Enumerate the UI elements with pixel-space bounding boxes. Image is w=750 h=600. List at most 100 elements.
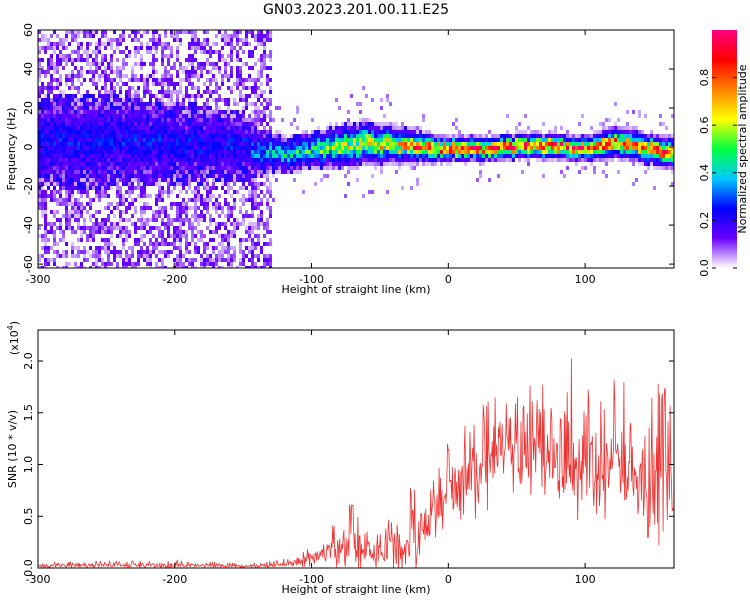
spectrogram-cell [644, 114, 647, 118]
spectrogram-cell [152, 122, 155, 126]
spectrogram-cell [218, 158, 221, 162]
spectrogram-cell [113, 90, 116, 94]
spectrogram-cell [206, 78, 209, 82]
spectrogram-cell [176, 178, 179, 182]
spectrogram-cell [179, 214, 182, 218]
spectrogram-cell [224, 258, 227, 262]
spectrogram-cell [116, 138, 119, 142]
spectrogram-cell [605, 162, 608, 166]
spectrogram-cell [149, 126, 152, 130]
spectrogram-cell [239, 242, 242, 246]
spectrogram-cell [44, 134, 47, 138]
spectrogram-cell [254, 222, 257, 226]
spectrogram-cell [389, 102, 392, 106]
spectrogram-cell [185, 218, 188, 222]
spectrogram-cell [284, 146, 287, 150]
spectrogram-cell [263, 106, 266, 110]
spectrogram-cell [191, 198, 194, 202]
spectrogram-cell [71, 50, 74, 54]
spectrogram-cell [167, 90, 170, 94]
spectrogram-cell [455, 138, 458, 142]
spectrogram-cell [185, 118, 188, 122]
spectrogram-cell [380, 130, 383, 134]
spectrogram-cell [623, 126, 626, 130]
spectrogram-cell [257, 166, 260, 170]
spectrogram-cell [380, 154, 383, 158]
spectrogram-cell [410, 130, 413, 134]
spectrogram-cell [242, 62, 245, 66]
spectrogram-cell [494, 146, 497, 150]
spectrogram-cell [242, 250, 245, 254]
spectrogram-cell [509, 158, 512, 162]
spectrogram-cell [83, 166, 86, 170]
spectrogram-cell [374, 162, 377, 166]
spectrogram-cell [188, 62, 191, 66]
spectrogram-cell [659, 114, 662, 118]
spectrogram-cell [227, 210, 230, 214]
snr-y-scale-exponent: 4 [6, 325, 15, 330]
spectrogram-cell [65, 30, 68, 34]
spectrogram-cell [65, 110, 68, 114]
spectrogram-cell [44, 50, 47, 54]
spectrogram-cell [503, 134, 506, 138]
spectrogram-cell [41, 134, 44, 138]
spectrogram-cell [53, 102, 56, 106]
spectrogram-cell [44, 86, 47, 90]
spectrogram-cell [176, 142, 179, 146]
spectrogram-cell [170, 190, 173, 194]
spectrogram-cell [248, 198, 251, 202]
spectrogram-cell [518, 158, 521, 162]
spectrogram-cell [260, 62, 263, 66]
spectrogram-cell [590, 134, 593, 138]
spectrogram-cell [197, 118, 200, 122]
spectrogram-cell [137, 38, 140, 42]
spectrogram-cell [203, 198, 206, 202]
spectrogram-cell [107, 250, 110, 254]
spectrogram-cell [194, 162, 197, 166]
spectrogram-cell [206, 206, 209, 210]
spectrogram-cell [191, 66, 194, 70]
spectrogram-cell [41, 38, 44, 42]
spectrogram-cell [218, 106, 221, 110]
spectrogram-cell [137, 130, 140, 134]
spectrogram-cell [623, 158, 626, 162]
spectrogram-cell [74, 186, 77, 190]
spectrogram-cell [335, 154, 338, 158]
spectrogram-cell [71, 250, 74, 254]
spectrogram-cell [74, 134, 77, 138]
spectrogram-cell [671, 154, 674, 158]
spectrogram-cell [107, 154, 110, 158]
spectrogram-cell [104, 150, 107, 154]
spectrogram-cell [182, 206, 185, 210]
spectrogram-cell [149, 110, 152, 114]
spectrogram-cell [71, 182, 74, 186]
spectrogram-cell [539, 134, 542, 138]
spectrogram-cell [140, 154, 143, 158]
spectrogram-cell [131, 134, 134, 138]
spectrogram-cell [149, 250, 152, 254]
spectrogram-cell [128, 174, 131, 178]
spectrogram-cell [71, 82, 74, 86]
spectrogram-cell [260, 146, 263, 150]
spectrogram-cell [83, 178, 86, 182]
spectrogram-cell [179, 258, 182, 262]
spectrogram-cell [251, 102, 254, 106]
spectrogram-cell [146, 222, 149, 226]
spectrogram-cell [77, 198, 80, 202]
spectrogram-cell [188, 106, 191, 110]
spectrogram-cell [227, 62, 230, 66]
spectrogram-cell [68, 226, 71, 230]
spectrogram-cell [254, 178, 257, 182]
spectrogram-cell [335, 158, 338, 162]
spectrogram-cell [335, 146, 338, 150]
spectrogram-cell [170, 170, 173, 174]
spectrogram-cell [173, 166, 176, 170]
spectrogram-cell [77, 214, 80, 218]
spectrogram-cell [110, 178, 113, 182]
spectrogram-cell [581, 166, 584, 170]
spectrogram-cell [119, 138, 122, 142]
spectrogram-cell [293, 158, 296, 162]
spectrogram-cell [107, 150, 110, 154]
spectrogram-cell [233, 174, 236, 178]
spectrogram-cell [347, 166, 350, 170]
